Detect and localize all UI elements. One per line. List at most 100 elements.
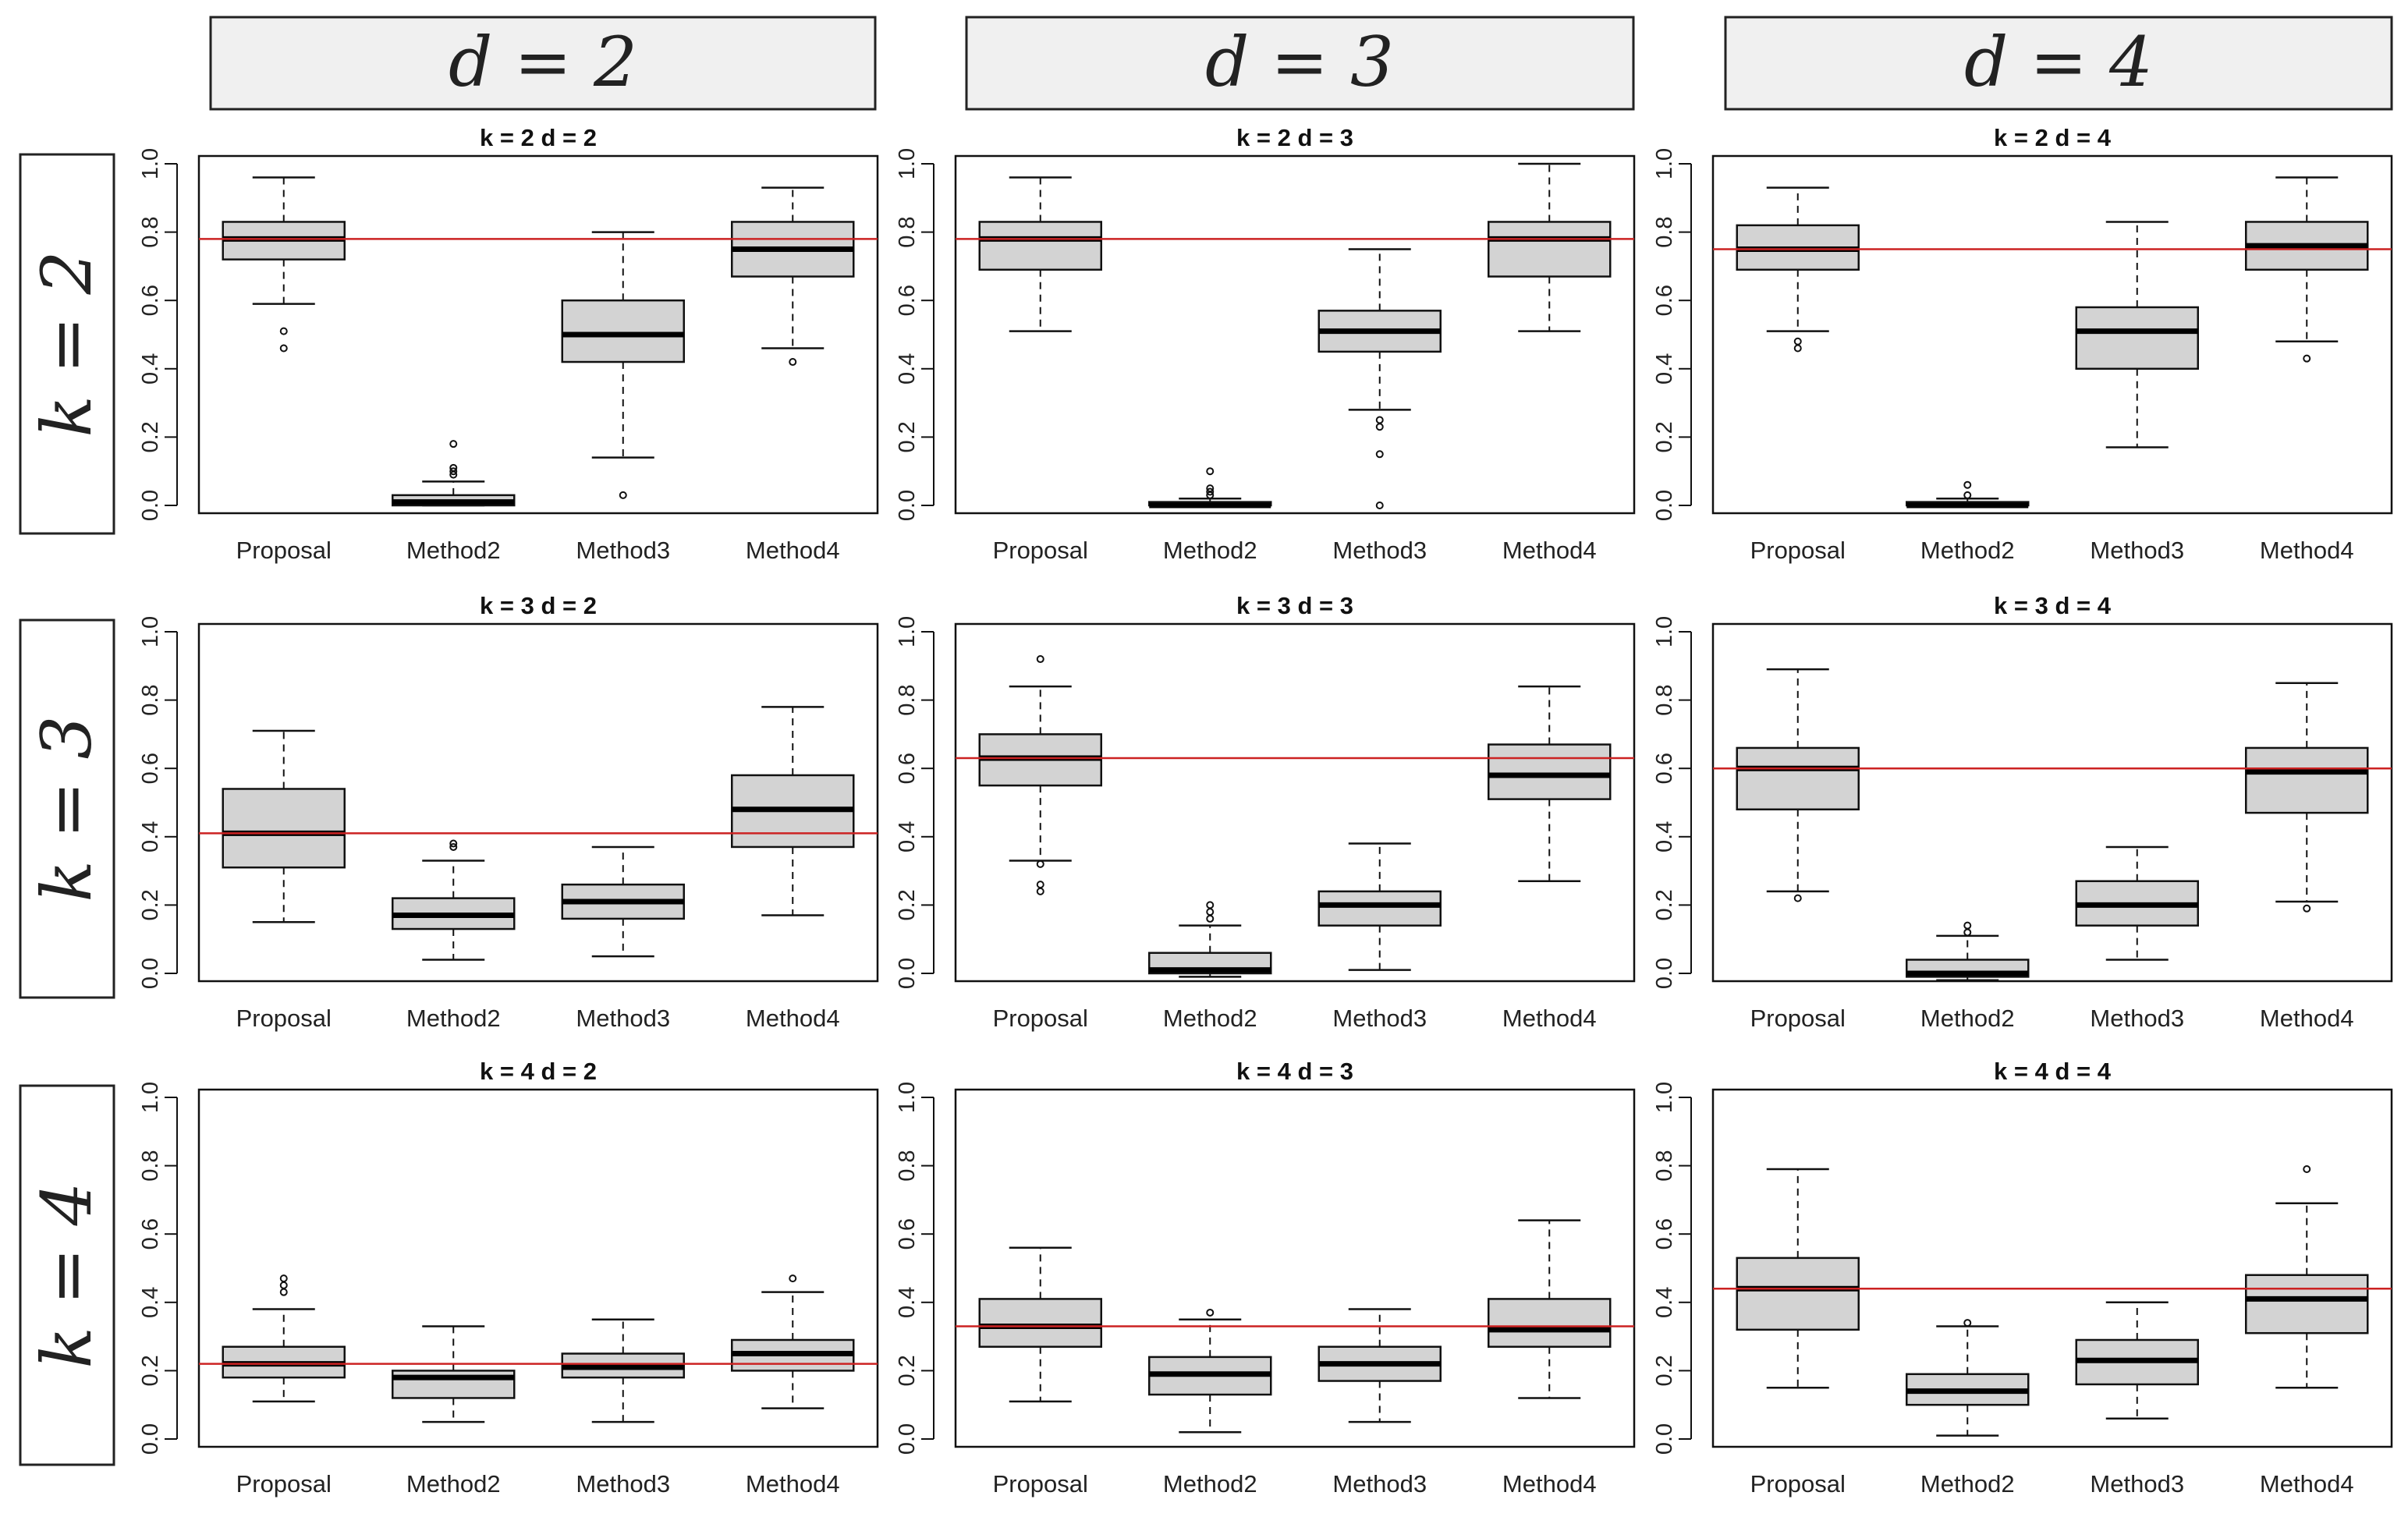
y-tick-label: 0.8 bbox=[138, 216, 163, 247]
panel-title: k = 2 d = 2 bbox=[480, 124, 597, 151]
outlier-point bbox=[279, 1274, 288, 1283]
box-method4 bbox=[2245, 176, 2369, 363]
box-method3 bbox=[1317, 248, 1442, 509]
category-label-proposal: Proposal bbox=[236, 537, 332, 564]
box-method4 bbox=[731, 186, 855, 367]
y-tick-label: 1.0 bbox=[138, 148, 163, 179]
y-tick-label: 1.0 bbox=[895, 148, 920, 179]
outlier-point bbox=[1206, 1308, 1215, 1317]
outlier-point bbox=[1036, 887, 1044, 895]
y-tick-label: 0.2 bbox=[1652, 1355, 1677, 1386]
plot-frame bbox=[1711, 154, 2393, 515]
category-label-method2: Method2 bbox=[406, 1470, 501, 1498]
y-tick-label: 0.0 bbox=[1652, 1423, 1677, 1455]
box-method2 bbox=[1148, 901, 1272, 978]
box-method2 bbox=[392, 1325, 516, 1423]
panel-1-3: k = 2 d = 4 0.0 0.2 0.4 0.6 0.8 1.0 Proposal Met… bbox=[1652, 124, 2393, 564]
outlier-point bbox=[2303, 354, 2311, 363]
row-header-k3-box bbox=[19, 618, 115, 999]
category-label-method3: Method3 bbox=[1332, 1470, 1427, 1498]
y-tick-label: 0.2 bbox=[895, 421, 920, 452]
box-proposal bbox=[222, 176, 346, 353]
outlier-point bbox=[1375, 450, 1384, 459]
outlier-point bbox=[449, 842, 458, 851]
outlier-point bbox=[1036, 881, 1044, 889]
box-method3 bbox=[2075, 845, 2199, 961]
y-tick-label: 0.0 bbox=[895, 1423, 920, 1455]
y-tick-label: 0.4 bbox=[895, 1287, 920, 1318]
box-method4 bbox=[1488, 162, 1612, 332]
outlier-point bbox=[1793, 344, 1802, 353]
category-label-method2: Method2 bbox=[1163, 1470, 1257, 1498]
row-header-k3-label: k = 3 bbox=[27, 716, 107, 902]
category-label-method2: Method2 bbox=[406, 1005, 501, 1032]
y-tick-label: 0.6 bbox=[895, 753, 920, 784]
box-method4 bbox=[2245, 1164, 2369, 1389]
outlier-point bbox=[279, 1288, 288, 1296]
box-proposal bbox=[1736, 1168, 1860, 1389]
plot-frame bbox=[197, 154, 879, 515]
outlier-point bbox=[1375, 416, 1384, 424]
category-label-method4: Method4 bbox=[1502, 537, 1597, 564]
category-label-method3: Method3 bbox=[1332, 1005, 1427, 1032]
row-header-k4-box bbox=[19, 1084, 115, 1466]
y-tick-label: 0.6 bbox=[1652, 1218, 1677, 1249]
y-tick-label: 0.0 bbox=[138, 1423, 163, 1455]
iqr-box bbox=[561, 299, 685, 363]
column-header-d2: d = 2 bbox=[209, 16, 877, 111]
row-header-k4-label: k = 4 bbox=[27, 1182, 107, 1369]
y-tick-label: 0.8 bbox=[1652, 684, 1677, 715]
y-tick-label: 0.2 bbox=[138, 1355, 163, 1386]
panel-title: k = 4 d = 2 bbox=[480, 1058, 597, 1085]
category-label-method4: Method4 bbox=[746, 537, 840, 564]
y-tick-label: 0.6 bbox=[1652, 753, 1677, 784]
column-header-d3: d = 3 bbox=[965, 16, 1635, 111]
panel-title: k = 3 d = 3 bbox=[1236, 592, 1353, 619]
box-method2 bbox=[392, 440, 516, 507]
row-header-k2: k = 2 bbox=[19, 153, 115, 535]
category-label-proposal: Proposal bbox=[993, 1470, 1088, 1498]
box-method4 bbox=[1488, 1219, 1612, 1399]
box-proposal bbox=[978, 176, 1102, 332]
row-header-k3: k = 3 bbox=[19, 618, 115, 999]
box-method2 bbox=[1906, 921, 2030, 982]
column-header-d4-box bbox=[1724, 16, 2393, 111]
category-label-method2: Method2 bbox=[406, 537, 501, 564]
box-method2 bbox=[1906, 480, 2030, 509]
y-tick-label: 0.8 bbox=[138, 1150, 163, 1181]
y-tick-label: 0.4 bbox=[895, 353, 920, 385]
box-method2 bbox=[1906, 1319, 2030, 1437]
outlier-point bbox=[279, 344, 288, 353]
panel-title: k = 3 d = 4 bbox=[1994, 592, 2112, 619]
y-tick-label: 1.0 bbox=[138, 616, 163, 647]
panel-2-3: k = 3 d = 4 0.0 0.2 0.4 0.6 0.8 1.0 Proposal Met… bbox=[1652, 592, 2393, 1032]
category-label-proposal: Proposal bbox=[993, 1005, 1088, 1032]
plot-frame bbox=[197, 1088, 879, 1448]
panel-title: k = 2 d = 3 bbox=[1236, 124, 1353, 151]
panel-title: k = 4 d = 3 bbox=[1236, 1058, 1353, 1085]
iqr-box bbox=[222, 788, 346, 869]
box-method2 bbox=[1148, 467, 1272, 509]
outlier-point bbox=[2303, 904, 2311, 913]
y-tick-label: 0.4 bbox=[895, 821, 920, 852]
category-label-proposal: Proposal bbox=[1750, 1470, 1846, 1498]
row-header-k4: k = 4 bbox=[19, 1084, 115, 1466]
category-label-method3: Method3 bbox=[2090, 1470, 2184, 1498]
outlier-point bbox=[619, 491, 627, 499]
y-tick-label: 1.0 bbox=[1652, 148, 1677, 179]
y-tick-label: 0.8 bbox=[1652, 1150, 1677, 1181]
outlier-point bbox=[789, 1274, 797, 1283]
category-label-method4: Method4 bbox=[746, 1005, 840, 1032]
category-label-method4: Method4 bbox=[2260, 537, 2354, 564]
box-method3 bbox=[561, 231, 685, 499]
y-tick-label: 0.0 bbox=[1652, 958, 1677, 989]
panel-3-1: k = 4 d = 2 0.0 0.2 0.4 0.6 0.8 1.0 Proposal Met… bbox=[138, 1058, 879, 1498]
y-tick-label: 0.0 bbox=[895, 958, 920, 989]
iqr-box bbox=[978, 1298, 1102, 1348]
outlier-point bbox=[1206, 487, 1215, 496]
category-label-proposal: Proposal bbox=[1750, 1005, 1846, 1032]
box-method4 bbox=[731, 1274, 855, 1409]
outlier-point bbox=[1963, 928, 1972, 937]
y-tick-label: 0.6 bbox=[138, 1218, 163, 1249]
